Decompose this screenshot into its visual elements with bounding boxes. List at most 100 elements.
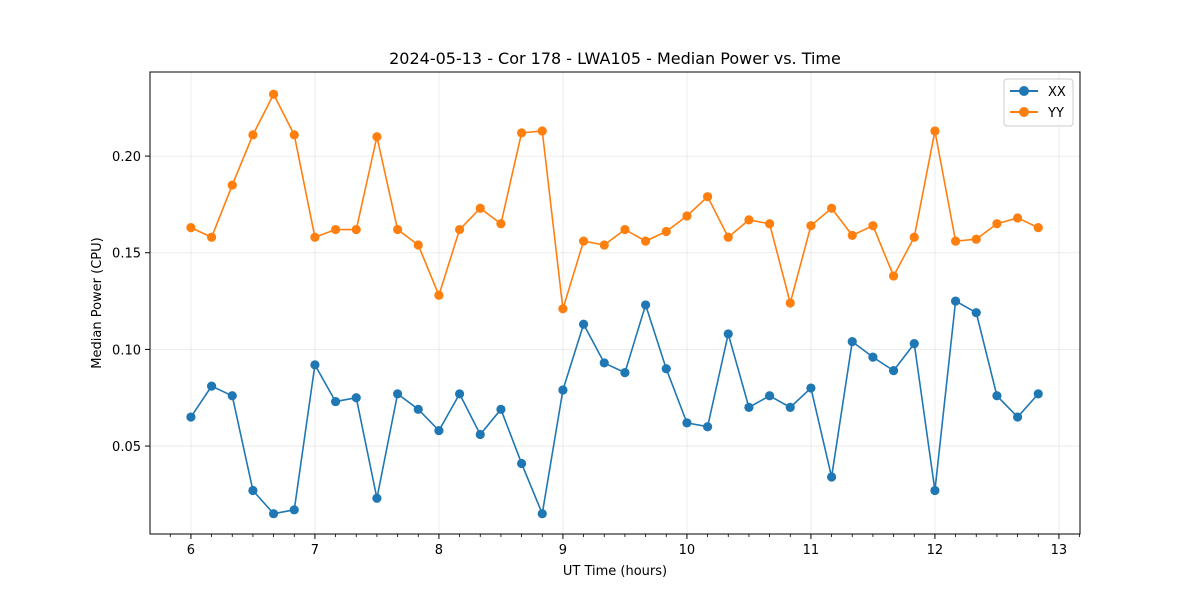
y-tick-label: 0.20: [112, 150, 141, 165]
data-point-yy: [930, 126, 940, 136]
data-point-xx: [186, 412, 196, 422]
data-point-yy: [1012, 213, 1023, 223]
legend-label-yy: YY: [1047, 106, 1064, 121]
x-tick-label: 11: [803, 543, 820, 558]
data-point-yy: [413, 240, 423, 250]
data-point-xx: [454, 389, 465, 399]
data-point-xx: [661, 364, 671, 374]
data-point-yy: [558, 304, 568, 314]
data-point-yy: [206, 232, 217, 242]
data-point-yy: [516, 128, 527, 138]
data-point-yy: [661, 226, 671, 237]
legend-marker-yy: [1019, 107, 1029, 117]
data-point-xx: [413, 404, 423, 414]
data-point-xx: [971, 308, 981, 318]
data-point-yy: [475, 203, 485, 213]
data-point-xx: [909, 338, 919, 349]
data-point-yy: [764, 219, 775, 229]
x-tick-label: 8: [435, 543, 443, 558]
data-point-xx: [310, 360, 320, 370]
data-point-xx: [351, 393, 361, 403]
data-point-xx: [744, 402, 754, 412]
x-tick-label: 7: [311, 543, 319, 558]
x-tick-label: 12: [927, 543, 944, 558]
data-point-yy: [806, 221, 816, 231]
data-point-yy: [785, 298, 795, 308]
data-point-yy: [351, 224, 361, 235]
data-point-xx: [227, 391, 237, 401]
data-point-yy: [330, 224, 341, 235]
data-point-xx: [578, 319, 589, 329]
data-point-xx: [248, 485, 258, 496]
data-point-yy: [826, 203, 837, 213]
data-point-xx: [806, 383, 816, 393]
legend-marker-xx: [1019, 86, 1029, 96]
x-tick-label: 10: [679, 543, 696, 558]
data-point-xx: [434, 425, 444, 436]
data-point-xx: [392, 389, 403, 399]
data-point-xx: [702, 422, 713, 432]
data-point-xx: [888, 366, 899, 376]
data-point-xx: [558, 385, 568, 395]
data-point-xx: [268, 509, 279, 519]
data-point-xx: [516, 458, 527, 469]
data-point-xx: [847, 337, 857, 347]
data-point-xx: [950, 296, 961, 306]
data-point-yy: [372, 132, 382, 142]
data-point-yy: [723, 232, 733, 242]
x-tick-label: 13: [1051, 543, 1068, 558]
x-tick-label: 6: [187, 543, 195, 558]
data-point-yy: [744, 215, 754, 225]
grid: [150, 72, 1080, 534]
data-point-yy: [640, 236, 651, 246]
data-point-yy: [620, 224, 630, 235]
data-point-yy: [702, 192, 713, 202]
data-point-yy: [909, 232, 919, 242]
data-point-xx: [330, 396, 341, 407]
legend: XX YY: [1003, 78, 1074, 127]
data-point-yy: [227, 180, 237, 190]
data-point-yy: [248, 130, 258, 140]
data-point-yy: [578, 236, 589, 246]
data-point-yy: [888, 271, 899, 281]
data-point-yy: [268, 89, 279, 99]
data-point-yy: [496, 219, 506, 229]
data-point-xx: [930, 485, 940, 496]
data-point-xx: [372, 493, 382, 503]
y-tick-label: 0.05: [112, 440, 141, 455]
x-axis-label: UT Time (hours): [563, 564, 667, 579]
data-point-xx: [826, 472, 837, 482]
plot-frame: [149, 71, 1081, 535]
data-point-xx: [785, 402, 795, 412]
data-point-xx: [537, 509, 547, 519]
data-point-xx: [682, 418, 692, 428]
ticks: 6 7 8 9 10 11 12 13 0.05 0.10 0.15 0.20: [112, 150, 1080, 558]
x-tick-label: 9: [559, 543, 567, 558]
data-point-xx: [620, 367, 630, 378]
y-tick-label: 0.10: [112, 343, 141, 358]
y-axis-label: Median Power (CPU): [90, 237, 105, 368]
data-point-xx: [723, 329, 733, 339]
chart-title: 2024-05-13 - Cor 178 - LWA105 - Median P…: [389, 49, 841, 68]
data-point-xx: [206, 381, 217, 391]
legend-label-xx: XX: [1048, 85, 1066, 100]
data-point-yy: [868, 221, 878, 231]
data-point-xx: [496, 404, 506, 414]
data-point-xx: [1033, 389, 1043, 399]
data-point-xx: [868, 352, 878, 362]
series-line-xx: [190, 300, 1039, 515]
data-point-yy: [186, 223, 196, 233]
data-point-xx: [764, 391, 775, 401]
data-point-yy: [1033, 223, 1043, 233]
data-point-yy: [392, 224, 403, 235]
data-point-yy: [310, 232, 320, 242]
data-point-yy: [682, 211, 692, 221]
data-point-yy: [434, 290, 444, 300]
data-point-yy: [537, 126, 547, 136]
y-tick-label: 0.15: [112, 247, 141, 262]
data-point-yy: [971, 234, 981, 244]
data-point-xx: [289, 505, 299, 515]
data-point-xx: [1012, 412, 1023, 422]
